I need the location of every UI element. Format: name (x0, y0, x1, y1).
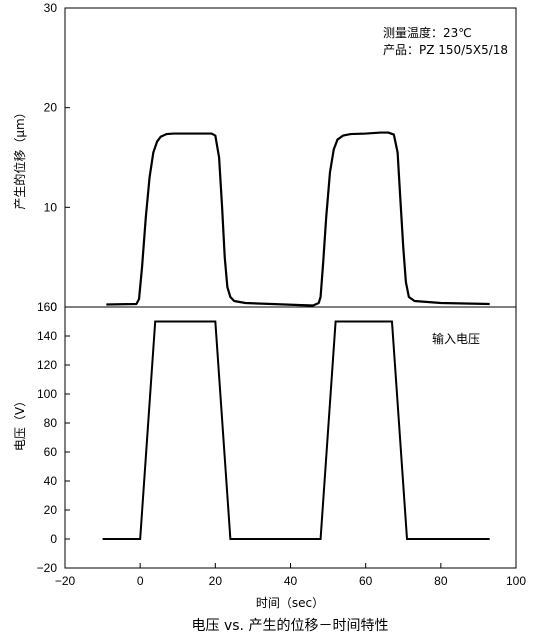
temperature-annotation: 测量温度：23℃ (383, 25, 472, 40)
input-voltage-annotation: 输入电压 (432, 331, 480, 346)
bottom-x-ticks: −20 0 20 40 60 80 100 (55, 563, 526, 588)
x-axis-label: 时间（sec） (256, 596, 324, 610)
voltage-series-line (102, 320, 490, 540)
x-tick-label: 60 (359, 574, 373, 588)
bottom-y-tick-label: 120 (37, 358, 57, 372)
bottom-y-tick-label: 140 (37, 329, 57, 343)
top-y-tick-label: 20 (44, 101, 58, 115)
x-tick-label: 80 (434, 574, 448, 588)
x-tick-label: −20 (55, 574, 76, 588)
top-y-ticks: 0 10 20 30 (44, 1, 70, 314)
bottom-y-tick-label: 0 (50, 532, 57, 546)
displacement-series-line (106, 131, 490, 307)
bottom-y-tick-label: 60 (44, 445, 58, 459)
bottom-y-tick-label: 20 (44, 503, 58, 517)
bottom-plot-frame (64, 306, 517, 569)
bottom-y-tick-label: 80 (44, 416, 58, 430)
x-tick-label: 0 (137, 574, 144, 588)
bottom-y-tick-label: 160 (37, 300, 57, 314)
bottom-y-tick-label: 40 (44, 474, 58, 488)
product-annotation: 产品：PZ 150/5X5/18 (383, 43, 508, 57)
top-y-axis-label: 产生的位移（μm） (12, 106, 27, 209)
bottom-y-tick-label: 100 (37, 387, 57, 401)
bottom-y-axis-label: 电压（V） (13, 395, 27, 451)
x-tick-label: 20 (209, 574, 223, 588)
x-tick-label: 100 (506, 574, 526, 588)
figure-caption: 电压 vs. 产生的位移－时间特性 (192, 618, 389, 634)
bottom-y-ticks: −20 0 20 40 60 80 100 120 140 160 (37, 300, 70, 575)
top-y-tick-label: 0 (50, 300, 57, 314)
top-y-tick-label: 30 (44, 1, 58, 15)
x-tick-label: 40 (284, 574, 298, 588)
bottom-y-tick-label: −20 (37, 561, 58, 575)
top-y-tick-label: 10 (44, 200, 58, 214)
